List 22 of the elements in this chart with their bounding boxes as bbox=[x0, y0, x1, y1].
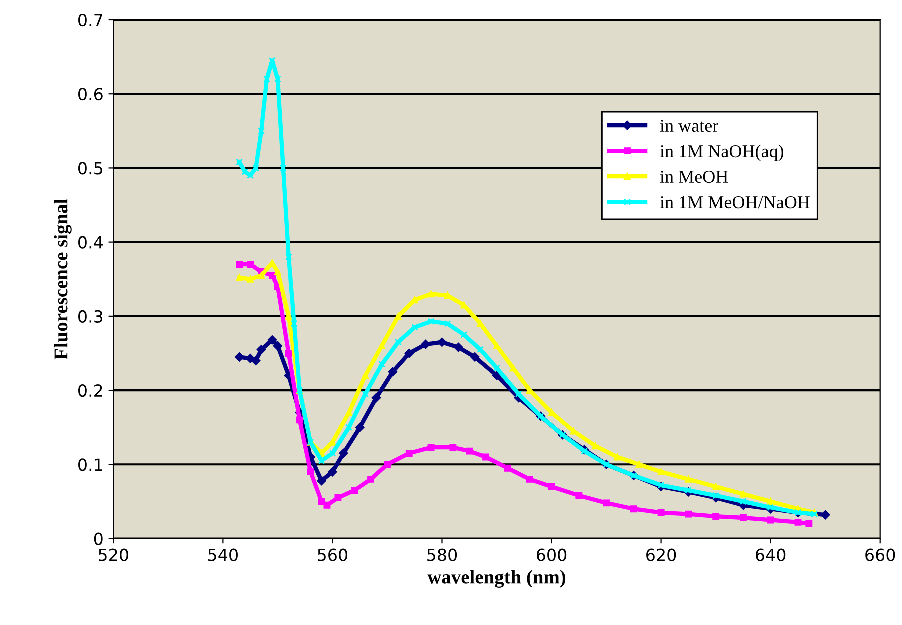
y-tick-label: 0.2 bbox=[78, 384, 102, 398]
legend-label: in water bbox=[660, 120, 718, 132]
x-tick-label: 520 bbox=[99, 548, 128, 562]
y-tick-label: 0.7 bbox=[78, 14, 103, 27]
y-tick-label: 0.1 bbox=[78, 458, 102, 472]
x-tick-label: 560 bbox=[318, 548, 348, 562]
x-tick-label: 580 bbox=[428, 548, 458, 562]
legend-label: in MeOH bbox=[660, 170, 728, 184]
y-tick-label: 0.5 bbox=[78, 162, 102, 175]
y-axis-title: Fluorescence signal bbox=[54, 199, 72, 360]
x-axis-title: wavelength (nm) bbox=[428, 570, 566, 588]
y-tick-label: 0 bbox=[94, 532, 103, 546]
x-tick-label: 540 bbox=[208, 548, 238, 562]
x-tick-label: 620 bbox=[646, 548, 676, 562]
y-tick-label: 0.4 bbox=[78, 236, 103, 249]
x-tick-label: 640 bbox=[756, 548, 786, 562]
x-tick-label: 660 bbox=[866, 548, 896, 562]
legend-label: in 1M MeOH/NaOH bbox=[660, 196, 810, 209]
x-tick-label: 600 bbox=[537, 548, 567, 562]
legend-label: in 1M NaOH(aq) bbox=[660, 144, 784, 162]
y-tick-label: 0.6 bbox=[78, 88, 103, 101]
y-tick-label: 0.3 bbox=[78, 310, 103, 323]
